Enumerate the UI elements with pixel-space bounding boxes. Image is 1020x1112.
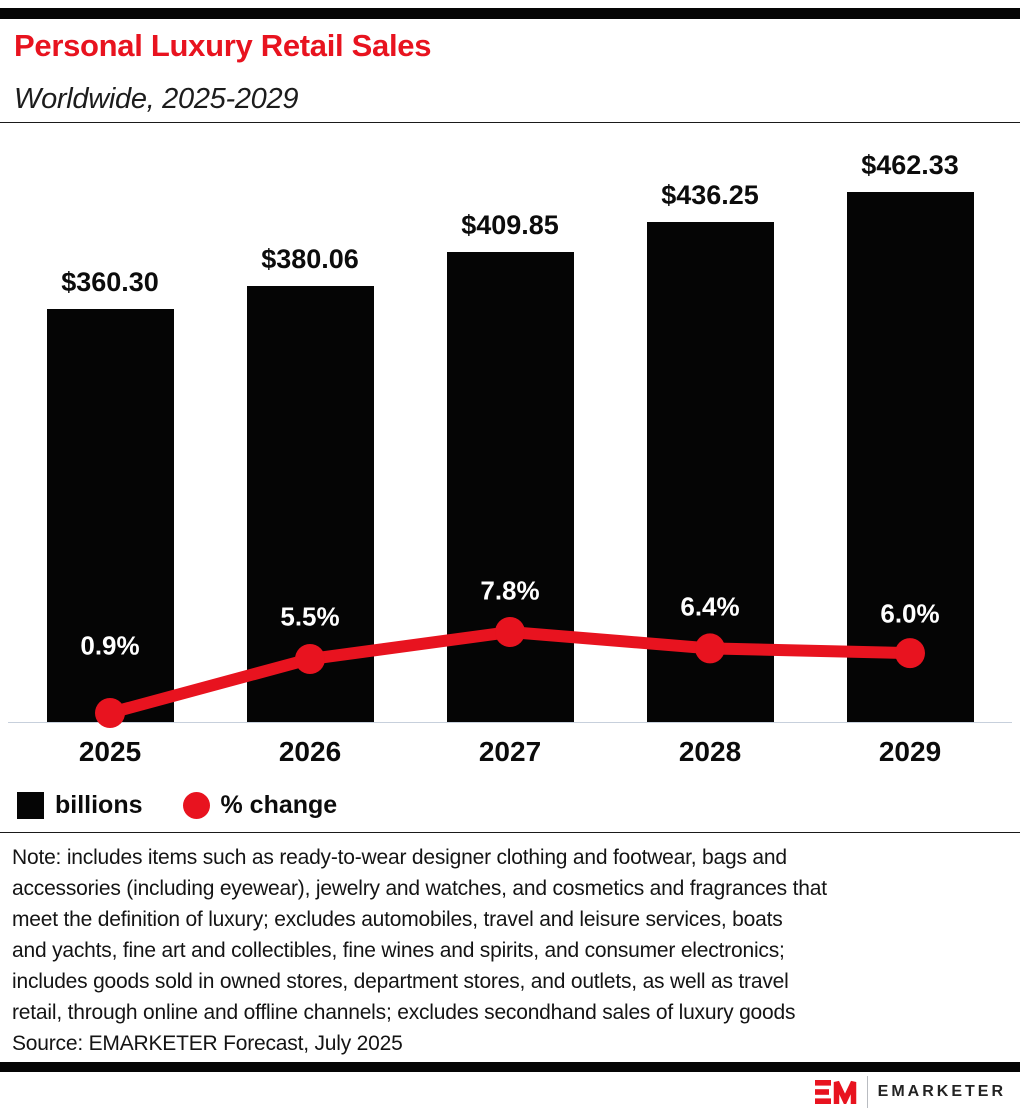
bar-2029 [846,192,974,723]
bar-value-label: $409.85 [461,210,559,241]
x-axis-label-2029: 2029 [878,736,942,767]
x-axis-label-2028: 2028 [678,736,742,767]
bar-value-label: $360.30 [61,267,159,298]
note-line: Note: includes items such as ready-to-we… [12,846,787,869]
header-divider [0,122,1020,123]
pct-change-label: 7.8% [480,575,540,606]
pct-change-label: 5.5% [280,601,340,632]
pct-change-label: 6.4% [680,591,740,622]
legend: billions % change [17,791,337,820]
pct-change-line-chart [95,616,925,728]
emarketer-wordmark: EMARKETER [877,1083,1006,1100]
pct-change-point-2025 [95,698,125,728]
bar-2025 [46,309,174,723]
combo-chart: $360.30 2025 0.9% $380.06 2026 5.5% $409.85 202… [8,150,1012,767]
pct-change-point-2028 [695,633,725,664]
legend-label-pct-change: % change [220,791,338,819]
emarketer-logo: EMARKETER [814,1076,1006,1108]
legend-line-swatch [182,792,210,819]
legend-label-billions: billions [55,791,143,819]
note-line: accessories (including eyewear), jewelry… [12,877,827,900]
pct-change-point-2027 [495,616,525,647]
x-axis-label-2026: 2026 [278,736,342,767]
pct-change-point-2026 [295,643,325,674]
note-text: Note: includes items such as ready-to-we… [12,842,1012,1059]
bar-value-label: $380.06 [261,244,359,275]
bottom-accent-bar [0,1062,1020,1072]
legend-bar-swatch [17,792,44,819]
top-accent-bar [0,8,1020,19]
note-line: and yachts, fine art and collectibles, f… [12,939,785,962]
x-axis-label-2025: 2025 [78,736,142,767]
pct-change-label: 6.0% [880,598,940,629]
page-title: Personal Luxury Retail Sales [14,28,432,63]
note-line: includes goods sold in owned stores, dep… [12,970,789,993]
note-line: retail, through online and offline chann… [12,1001,796,1024]
page-subtitle: Worldwide, 2025-2029 [14,83,299,115]
source-text: Source: EMARKETER Forecast, July 2025 [12,1032,403,1055]
emarketer-logomark-icon [814,1080,856,1104]
bar-value-label: $462.33 [861,150,959,180]
note-divider [0,832,1020,833]
x-axis-label-2027: 2027 [478,736,542,767]
bar-value-label: $436.25 [661,179,759,210]
logo-divider [866,1076,868,1108]
x-axis-line [8,722,1012,723]
pct-change-point-2029 [895,638,925,669]
note-line: meet the definition of luxury; excludes … [12,908,783,931]
pct-change-label: 0.9% [80,630,140,661]
